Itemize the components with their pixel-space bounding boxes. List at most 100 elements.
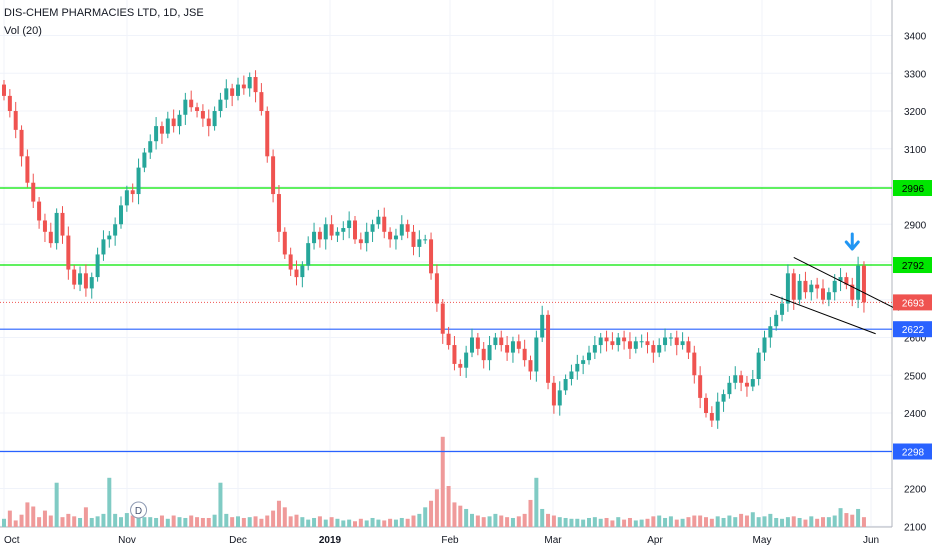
candle-body <box>78 273 83 285</box>
candle-body <box>101 239 106 255</box>
candle-body <box>850 284 855 300</box>
volume-bar <box>212 514 217 527</box>
volume-bar <box>440 436 445 527</box>
candle-body <box>37 201 42 221</box>
volume-bar <box>645 518 650 527</box>
volume-bar <box>78 517 83 527</box>
volume-bar <box>458 505 463 527</box>
volume-bar <box>177 517 182 527</box>
volume-bar <box>487 516 492 527</box>
dividend-event-label: D <box>135 506 142 517</box>
candle-body <box>481 348 486 361</box>
volume-bar <box>376 519 381 527</box>
volume-bar <box>826 517 831 527</box>
candle-body <box>136 167 141 195</box>
volume-bar <box>780 518 785 527</box>
volume-bar <box>288 516 293 527</box>
volume-bar <box>189 515 194 527</box>
price-axis-tick-label: 2400 <box>904 409 927 420</box>
candle-body <box>575 363 580 372</box>
volume-bar <box>335 518 340 527</box>
candle-body <box>698 375 703 398</box>
price-level-badge <box>893 321 932 338</box>
candle-body <box>434 273 439 304</box>
time-axis-tick-label: Mar <box>544 535 562 546</box>
volume-bar <box>200 517 205 527</box>
volume-bar <box>37 517 42 527</box>
volume-bar <box>148 517 153 527</box>
candle-body <box>627 341 632 349</box>
volume-bar <box>206 517 211 527</box>
candle-body <box>540 314 545 338</box>
volume-bar <box>347 519 352 527</box>
price-axis-tick-label: 2600 <box>904 334 927 345</box>
candle-body <box>388 231 393 240</box>
candle-body <box>189 99 194 108</box>
price-level-badge <box>893 294 932 311</box>
candle-body <box>458 363 463 368</box>
volume-bar <box>698 515 703 527</box>
volume-bar <box>312 517 317 527</box>
candle-body <box>581 360 586 364</box>
volume-bar <box>809 516 814 527</box>
volume-bar <box>434 489 439 527</box>
volume-bar <box>704 517 708 527</box>
volume-bar <box>627 517 632 527</box>
candle-body <box>446 333 451 346</box>
candle-body <box>335 231 340 236</box>
volume-bar <box>83 507 88 527</box>
trend-channel-line <box>793 257 900 311</box>
volume-bar <box>54 482 59 527</box>
candle-body <box>616 337 621 346</box>
candle-body <box>7 95 12 111</box>
candle-body <box>709 413 714 421</box>
time-axis-tick-label: Nov <box>118 535 136 546</box>
candle-body <box>546 314 551 383</box>
volume-bar <box>13 520 18 527</box>
candle-body <box>183 99 188 115</box>
volume-bar <box>48 515 53 527</box>
candle-body <box>230 88 235 96</box>
price-level-badge <box>893 443 932 460</box>
volume-bar <box>446 486 451 527</box>
volume-bar <box>651 516 656 527</box>
volume-bar <box>540 508 545 527</box>
candle-body <box>323 224 328 240</box>
volume-bar <box>569 518 574 527</box>
candle-body <box>680 341 685 346</box>
volume-bar <box>423 507 428 527</box>
candle-body <box>405 224 410 232</box>
candle-body <box>733 375 738 383</box>
volume-bar <box>370 517 375 527</box>
volume-bar <box>733 517 738 527</box>
candle-body <box>312 231 317 244</box>
volume-bar <box>475 515 480 527</box>
volume-bar <box>276 500 281 527</box>
price-axis-tick-label: 3200 <box>904 107 927 118</box>
candle-body <box>587 352 591 361</box>
candle-body <box>224 88 229 100</box>
volume-bar <box>393 519 398 527</box>
volume-bar <box>236 516 240 527</box>
candle-body <box>429 239 434 274</box>
volume-bar <box>774 517 779 527</box>
candle-body <box>259 92 264 111</box>
candle-body <box>721 394 726 402</box>
candle-body <box>440 303 445 334</box>
candle-body <box>838 277 843 281</box>
volume-bar <box>692 515 697 527</box>
candle-body <box>756 352 761 380</box>
candle-body <box>727 382 732 395</box>
volume-bar <box>739 513 744 527</box>
volume-bar <box>493 513 498 527</box>
candle-body <box>739 375 744 383</box>
candle-body <box>487 345 492 361</box>
candle-body <box>522 348 527 361</box>
volume-bar <box>727 515 732 527</box>
candle-body <box>785 273 790 304</box>
candle-body <box>276 194 281 232</box>
volume-bar <box>844 513 849 527</box>
volume-bar <box>499 515 504 527</box>
time-axis-tick-label: Oct <box>4 535 20 546</box>
